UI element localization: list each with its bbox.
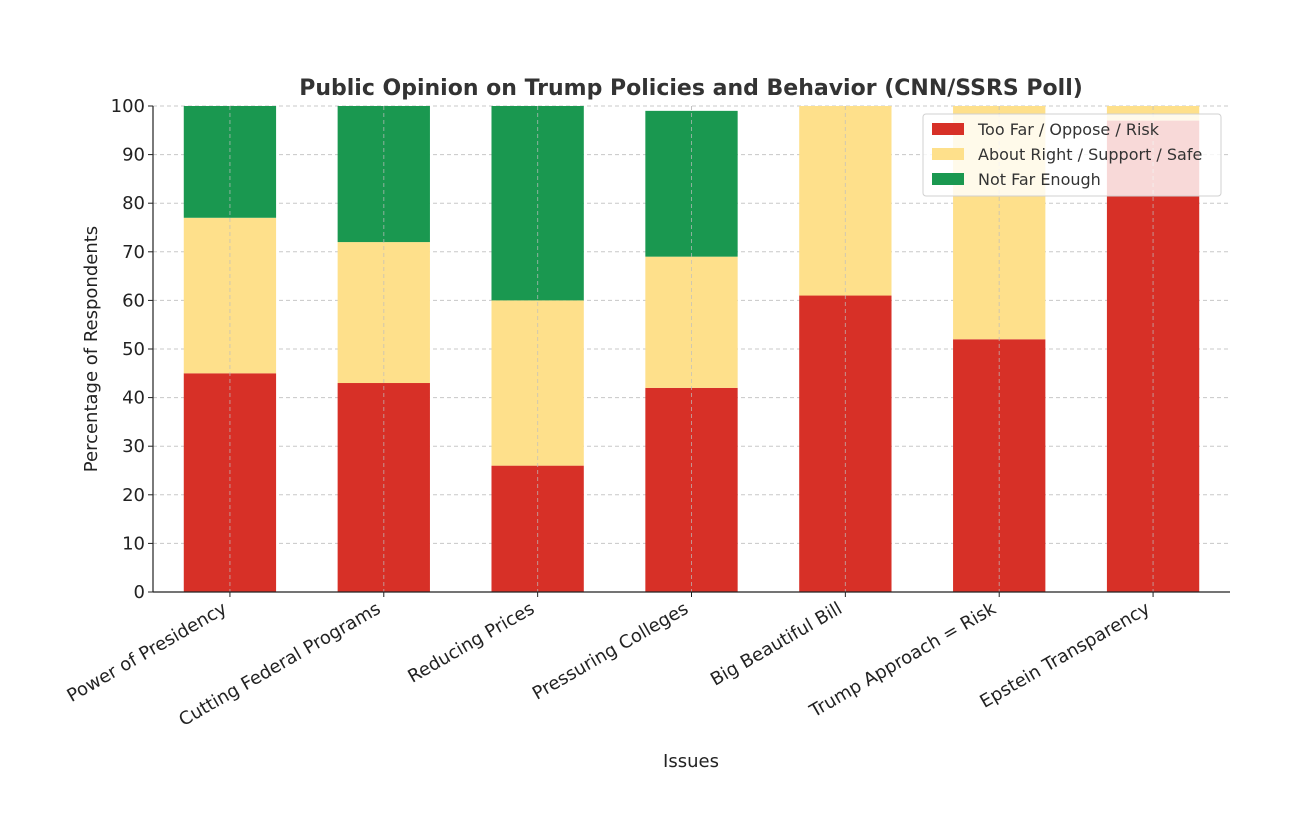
x-tick-label: Reducing Prices (404, 598, 538, 687)
y-tick-label: 10 (122, 533, 145, 554)
legend-swatch (932, 173, 964, 185)
bars (183, 106, 1200, 592)
y-tick-label: 50 (122, 339, 145, 360)
y-tick-label: 30 (122, 436, 145, 457)
x-tick-label: Power of Presidency (63, 598, 230, 707)
x-tick-label: Epstein Transparency (976, 598, 1154, 713)
bar-segment (183, 373, 277, 592)
y-axis-label: Percentage of Respondents (81, 226, 102, 472)
legend-swatch (932, 148, 964, 160)
y-tick-label: 40 (122, 388, 145, 409)
y-tick-label: 80 (122, 193, 145, 214)
legend: Too Far / Oppose / Risk About Right / Sup… (922, 113, 1222, 197)
y-tick-label: 0 (134, 582, 145, 603)
y-tick-label: 70 (122, 242, 145, 263)
y-tick-label: 60 (122, 290, 145, 311)
y-tick-label: 20 (122, 485, 145, 506)
x-tick-label: Pressuring Colleges (529, 598, 692, 704)
y-tick-label: 100 (111, 96, 145, 117)
legend-swatch (932, 123, 964, 135)
legend-label: About Right / Support / Safe (978, 145, 1202, 164)
x-axis-label: Issues (663, 751, 719, 772)
legend-label: Too Far / Oppose / Risk (977, 120, 1160, 139)
x-tick-label: Big Beautiful Bill (707, 598, 846, 690)
axes (148, 105, 1230, 597)
legend-label: Not Far Enough (978, 170, 1101, 189)
y-tick-label: 90 (122, 145, 145, 166)
legend-box (922, 113, 1222, 197)
chart-title: Public Opinion on Trump Policies and Beh… (299, 76, 1083, 101)
